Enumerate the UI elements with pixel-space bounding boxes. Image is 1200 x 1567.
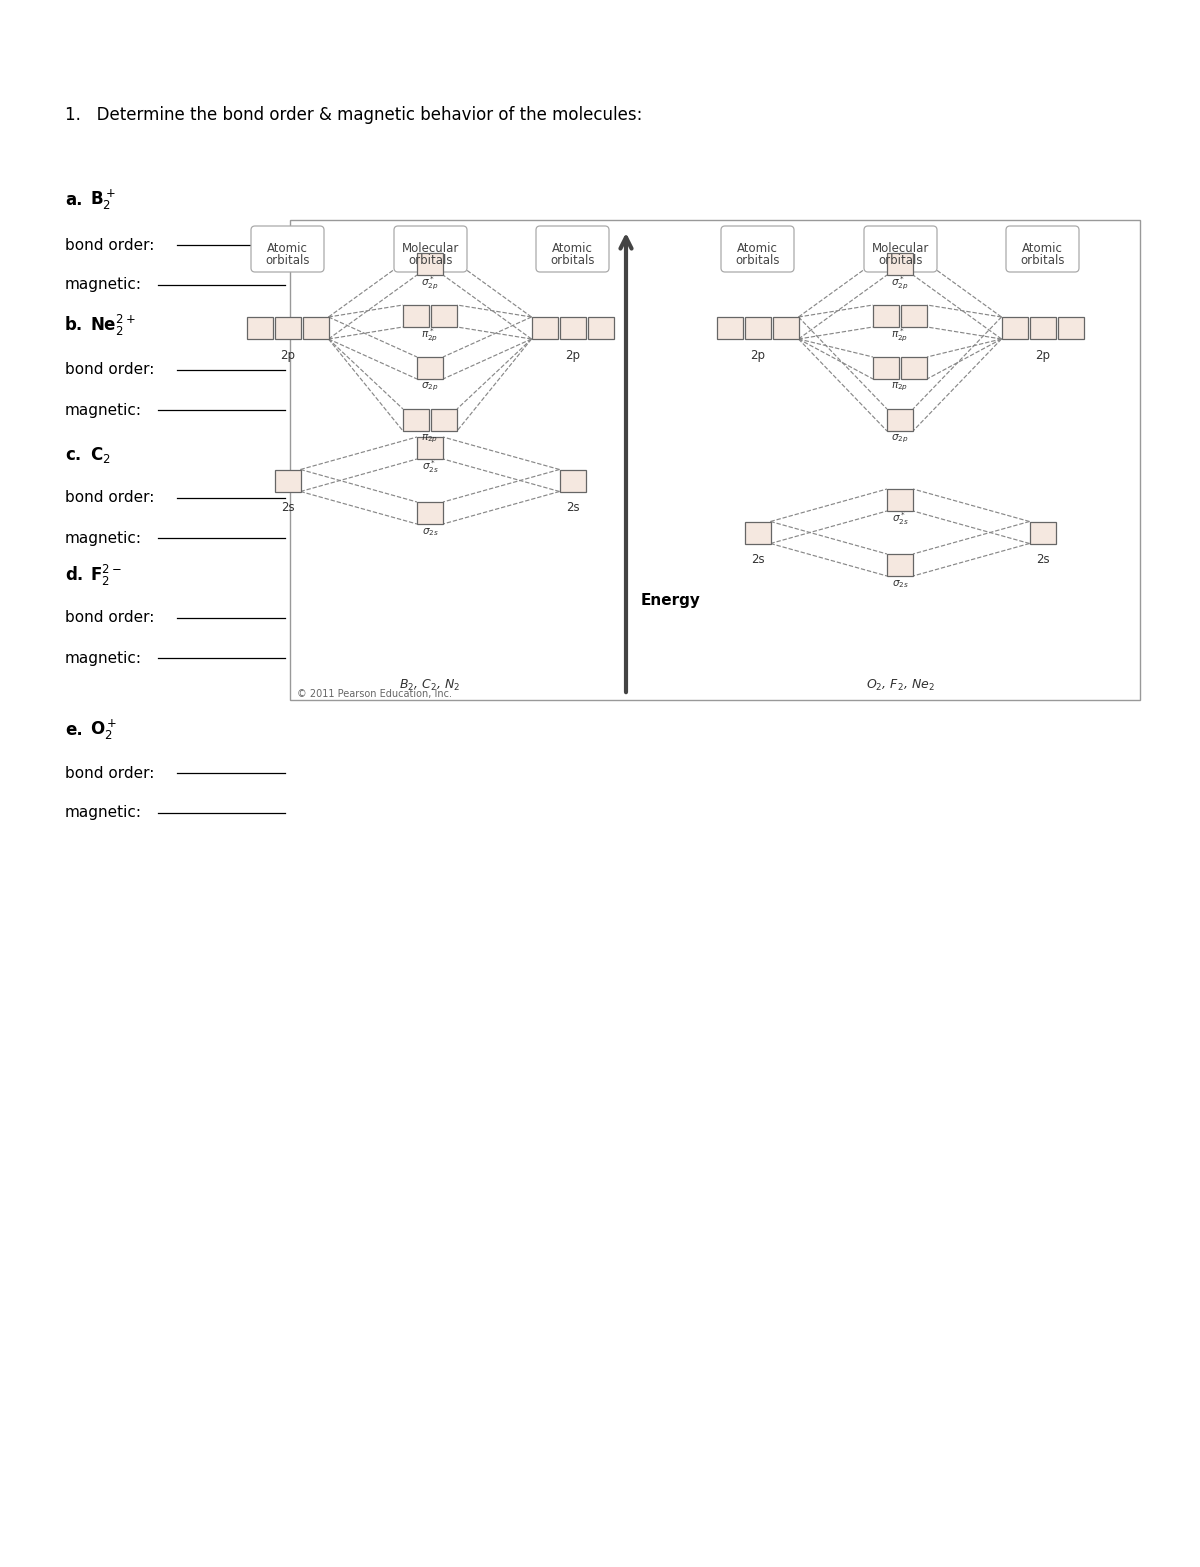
FancyBboxPatch shape [394, 226, 467, 273]
Text: orbitals: orbitals [551, 254, 595, 268]
FancyBboxPatch shape [887, 409, 913, 431]
FancyBboxPatch shape [874, 306, 899, 328]
Text: e.: e. [65, 721, 83, 740]
FancyBboxPatch shape [887, 555, 913, 577]
FancyBboxPatch shape [251, 226, 324, 273]
Text: bond order:: bond order: [65, 490, 155, 506]
Text: $\sigma^*_{2p}$: $\sigma^*_{2p}$ [892, 274, 908, 291]
Text: 2p: 2p [280, 348, 295, 362]
Text: orbitals: orbitals [265, 254, 310, 268]
FancyBboxPatch shape [431, 306, 457, 328]
FancyBboxPatch shape [403, 409, 430, 431]
FancyBboxPatch shape [1030, 522, 1056, 544]
Text: 2p: 2p [565, 348, 580, 362]
Text: orbitals: orbitals [1020, 254, 1064, 268]
Text: a.: a. [65, 191, 83, 208]
Text: $\sigma^*_{2p}$: $\sigma^*_{2p}$ [421, 274, 439, 291]
Text: 2p: 2p [750, 348, 766, 362]
FancyBboxPatch shape [901, 306, 928, 328]
FancyBboxPatch shape [431, 409, 457, 431]
Text: 2s: 2s [1036, 553, 1049, 566]
Text: $\pi_{2p}$: $\pi_{2p}$ [892, 381, 908, 393]
Text: 2s: 2s [281, 501, 294, 514]
Text: Atomic: Atomic [268, 243, 308, 255]
Text: magnetic:: magnetic: [65, 277, 142, 293]
FancyBboxPatch shape [559, 317, 586, 338]
FancyBboxPatch shape [418, 501, 443, 523]
FancyBboxPatch shape [744, 317, 770, 338]
Text: O$_2^+$: O$_2^+$ [90, 718, 118, 743]
Text: 2p: 2p [1034, 348, 1050, 362]
FancyBboxPatch shape [716, 317, 743, 338]
FancyBboxPatch shape [275, 317, 300, 338]
Text: Atomic: Atomic [737, 243, 778, 255]
Text: b.: b. [65, 317, 83, 334]
Text: Molecular: Molecular [872, 243, 929, 255]
Text: bond order:: bond order: [65, 362, 155, 378]
Text: $\sigma_{2p}$: $\sigma_{2p}$ [892, 432, 908, 445]
Text: 2s: 2s [751, 553, 764, 566]
FancyBboxPatch shape [418, 252, 443, 274]
Text: magnetic:: magnetic: [65, 531, 142, 545]
FancyBboxPatch shape [246, 317, 272, 338]
Text: © 2011 Pearson Education, Inc.: © 2011 Pearson Education, Inc. [298, 689, 452, 699]
Text: Energy: Energy [641, 592, 701, 608]
Text: magnetic:: magnetic: [65, 650, 142, 666]
Text: B$_2^+$: B$_2^+$ [90, 188, 115, 212]
Text: F$_2^{2-}$: F$_2^{2-}$ [90, 563, 121, 588]
Text: orbitals: orbitals [736, 254, 780, 268]
Text: Molecular: Molecular [402, 243, 460, 255]
Text: O$_2$, F$_2$, Ne$_2$: O$_2$, F$_2$, Ne$_2$ [865, 677, 935, 693]
Text: $\pi^*_{2p}$: $\pi^*_{2p}$ [892, 326, 908, 343]
FancyBboxPatch shape [536, 226, 610, 273]
FancyBboxPatch shape [874, 357, 899, 379]
Text: C$_2$: C$_2$ [90, 445, 110, 465]
Text: bond order:: bond order: [65, 238, 155, 252]
FancyBboxPatch shape [887, 252, 913, 274]
FancyBboxPatch shape [1002, 317, 1027, 338]
FancyBboxPatch shape [302, 317, 329, 338]
FancyBboxPatch shape [901, 357, 928, 379]
Bar [290, 219, 1140, 700]
FancyBboxPatch shape [744, 522, 770, 544]
FancyBboxPatch shape [403, 306, 430, 328]
Text: $\sigma_{2p}$: $\sigma_{2p}$ [421, 381, 439, 393]
Text: Ne$_2^{2+}$: Ne$_2^{2+}$ [90, 312, 136, 337]
FancyBboxPatch shape [864, 226, 937, 273]
FancyBboxPatch shape [773, 317, 798, 338]
Text: magnetic:: magnetic: [65, 805, 142, 821]
Text: orbitals: orbitals [878, 254, 923, 268]
Text: d.: d. [65, 566, 83, 584]
Text: c.: c. [65, 447, 82, 464]
FancyBboxPatch shape [721, 226, 794, 273]
FancyBboxPatch shape [418, 357, 443, 379]
Text: orbitals: orbitals [408, 254, 452, 268]
FancyBboxPatch shape [1030, 317, 1056, 338]
Text: $\sigma^*_{2s}$: $\sigma^*_{2s}$ [421, 459, 438, 475]
Text: 1.   Determine the bond order & magnetic behavior of the molecules:: 1. Determine the bond order & magnetic b… [65, 107, 642, 124]
Text: magnetic:: magnetic: [65, 403, 142, 417]
Text: B$_2$, C$_2$, N$_2$: B$_2$, C$_2$, N$_2$ [400, 677, 461, 693]
Text: 2s: 2s [565, 501, 580, 514]
Text: bond order:: bond order: [65, 611, 155, 625]
FancyBboxPatch shape [1006, 226, 1079, 273]
FancyBboxPatch shape [532, 317, 558, 338]
Text: Atomic: Atomic [552, 243, 593, 255]
Text: bond order:: bond order: [65, 766, 155, 780]
Text: $\sigma_{2s}$: $\sigma_{2s}$ [892, 578, 908, 589]
FancyBboxPatch shape [418, 437, 443, 459]
FancyBboxPatch shape [275, 470, 300, 492]
FancyBboxPatch shape [559, 470, 586, 492]
FancyBboxPatch shape [887, 489, 913, 511]
Text: $\sigma_{2s}$: $\sigma_{2s}$ [421, 527, 438, 537]
FancyBboxPatch shape [1057, 317, 1084, 338]
FancyBboxPatch shape [588, 317, 613, 338]
Text: Atomic: Atomic [1022, 243, 1063, 255]
Text: $\sigma^*_{2s}$: $\sigma^*_{2s}$ [892, 511, 908, 528]
Text: $\pi_{2p}$: $\pi_{2p}$ [421, 432, 438, 445]
Text: $\pi^*_{2p}$: $\pi^*_{2p}$ [421, 326, 438, 343]
